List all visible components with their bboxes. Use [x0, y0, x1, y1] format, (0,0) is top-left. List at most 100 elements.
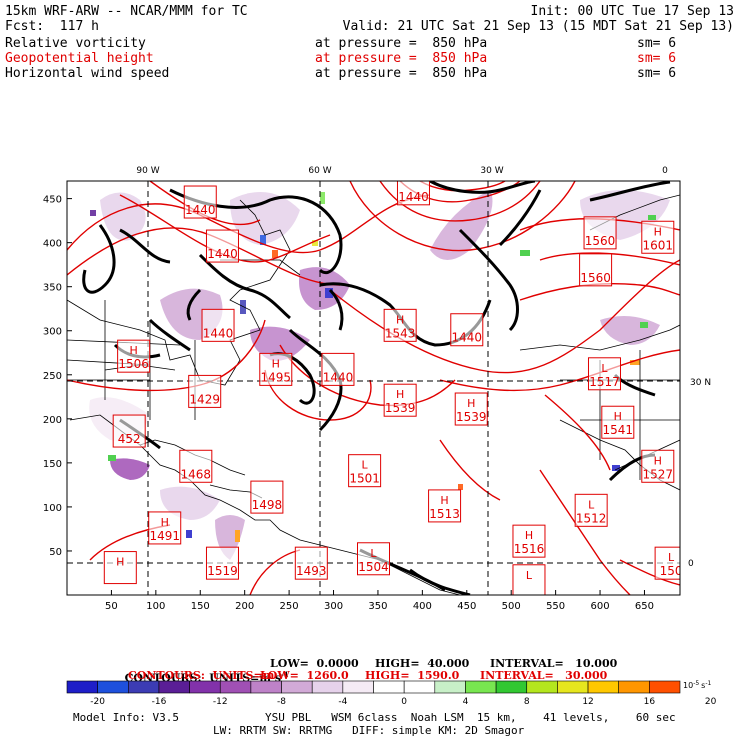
colorbar-cell — [219, 680, 252, 694]
pressure-center-box — [512, 564, 546, 595]
colorbar-cell — [281, 680, 313, 694]
pressure-center-value: 1527 — [643, 467, 674, 481]
pressure-center-box — [654, 546, 680, 580]
pressure-center-value: 1560 — [580, 271, 611, 285]
y-tick-label: 250 — [43, 371, 62, 382]
pressure-center-value: 1601 — [643, 238, 674, 252]
pressure-center: 1498 — [250, 480, 284, 514]
colorbar-cell — [557, 680, 589, 694]
colorbar-cell — [526, 680, 558, 694]
y-tick-label: 400 — [43, 239, 62, 250]
pressure-center-box — [201, 308, 235, 342]
field-level-wind: at pressure = 850 hPa — [315, 66, 488, 81]
pressure-center-value: 1543 — [385, 326, 416, 340]
pressure-center-value: 1493 — [296, 564, 327, 578]
pressure-center: 1493 — [294, 546, 328, 580]
pressure-center-box — [450, 313, 484, 347]
x-tick-label: 400 — [413, 601, 432, 612]
pressure-center-box — [259, 352, 293, 386]
pressure-center-value: 1440 — [207, 247, 238, 261]
pressure-center-type: H — [396, 388, 404, 401]
pressure-center: L — [512, 564, 546, 595]
pressure-center-box — [183, 185, 217, 219]
pressure-center-value: 1504 — [358, 560, 389, 574]
graticule — [67, 181, 680, 595]
x-tick-label: 650 — [635, 601, 654, 612]
contour-high-geopotential: HIGH= 1590.0 — [365, 669, 460, 682]
y-tick-label: 350 — [43, 283, 62, 294]
colorbar-cell — [587, 680, 619, 694]
pressure-center-box — [117, 339, 151, 373]
pressure-center-box — [587, 357, 621, 391]
colorbar-cell — [342, 680, 374, 694]
x-tick-label: 500 — [502, 601, 521, 612]
colorbar-label: -16 — [152, 697, 167, 707]
colorbar-cell — [618, 680, 650, 694]
colorbar-cell — [250, 680, 282, 694]
contour-low-geopotential: LOW= 1260.0 — [260, 669, 349, 682]
pressure-center-box — [148, 511, 182, 545]
pressure-center-value: 1512 — [576, 511, 607, 525]
y-tick-label: 200 — [43, 415, 62, 426]
init-time: Init: 00 UTC Tue 17 Sep 13 — [530, 4, 735, 19]
pressure-center: 1440 — [183, 185, 217, 219]
x-tick-label: 550 — [546, 601, 565, 612]
pressure-center-box — [103, 551, 137, 585]
field-smooth-geopotential: sm= 6 — [637, 51, 677, 66]
colorbar-label: 4 — [463, 697, 469, 707]
colorbar-label: 8 — [524, 697, 530, 707]
pressure-center-box — [383, 383, 417, 417]
pressure-center: 1440 — [205, 229, 239, 263]
colorbar-cell — [373, 680, 405, 694]
field-smooth-vorticity: sm= 6 — [637, 36, 677, 51]
field-name-wind: Horizontal wind speed — [5, 66, 170, 81]
pressure-center-type: H — [467, 397, 475, 410]
contour-high-wind: HIGH= 40.000 — [375, 657, 470, 670]
pressure-center-box — [383, 308, 417, 342]
pressure-center: 1440 — [396, 181, 430, 206]
forecast-hour: Fcst: 117 h — [5, 19, 99, 34]
pressure-center-box — [641, 220, 675, 254]
pressure-center-box — [112, 414, 146, 448]
colorbar-label: 12 — [582, 697, 593, 707]
x-tick-label: 350 — [368, 601, 387, 612]
pressure-center: 452 — [112, 414, 146, 448]
pressure-center-type: L — [601, 362, 608, 375]
pressure-center-type: H — [440, 494, 448, 507]
pressure-center-type: L — [362, 459, 369, 472]
x-tick-label: 50 — [105, 601, 118, 612]
pressure-center-value: 1440 — [203, 326, 234, 340]
colorbar-label: 16 — [644, 697, 656, 707]
pressure-center-type: L — [526, 569, 533, 582]
pressure-center-value: 1539 — [456, 410, 487, 424]
field-level-geopotential: at pressure = 850 hPa — [315, 51, 488, 66]
pressure-center: 1429 — [188, 374, 222, 408]
colorbar-cell — [465, 680, 497, 694]
contour-units-wind-exp: -1 — [281, 670, 289, 679]
pressure-center: 1440 — [450, 313, 484, 347]
pressure-center-value: 1440 — [452, 331, 483, 345]
model-info: Model Info: V3.5 — [73, 711, 179, 724]
pressure-center-type: H — [525, 529, 533, 542]
pressure-center-value: 1539 — [385, 401, 416, 415]
pressure-center: 1560 — [583, 216, 617, 250]
pressure-center-type: H — [272, 357, 280, 370]
y-tick-label: 300 — [43, 327, 62, 338]
x-tick-label: 250 — [280, 601, 299, 612]
lon-label-60w: 60 W — [308, 166, 331, 176]
pressure-center-value: 1429 — [189, 392, 220, 406]
pressure-center-box — [641, 449, 675, 483]
colorbar-unit: 10-5 s-1 — [683, 680, 712, 690]
field-name-vorticity: Relative vorticity — [5, 36, 146, 51]
pressure-center-type: L — [588, 498, 595, 511]
pressure-center-value: 1506 — [118, 357, 149, 371]
colorbar-cell — [158, 680, 190, 694]
